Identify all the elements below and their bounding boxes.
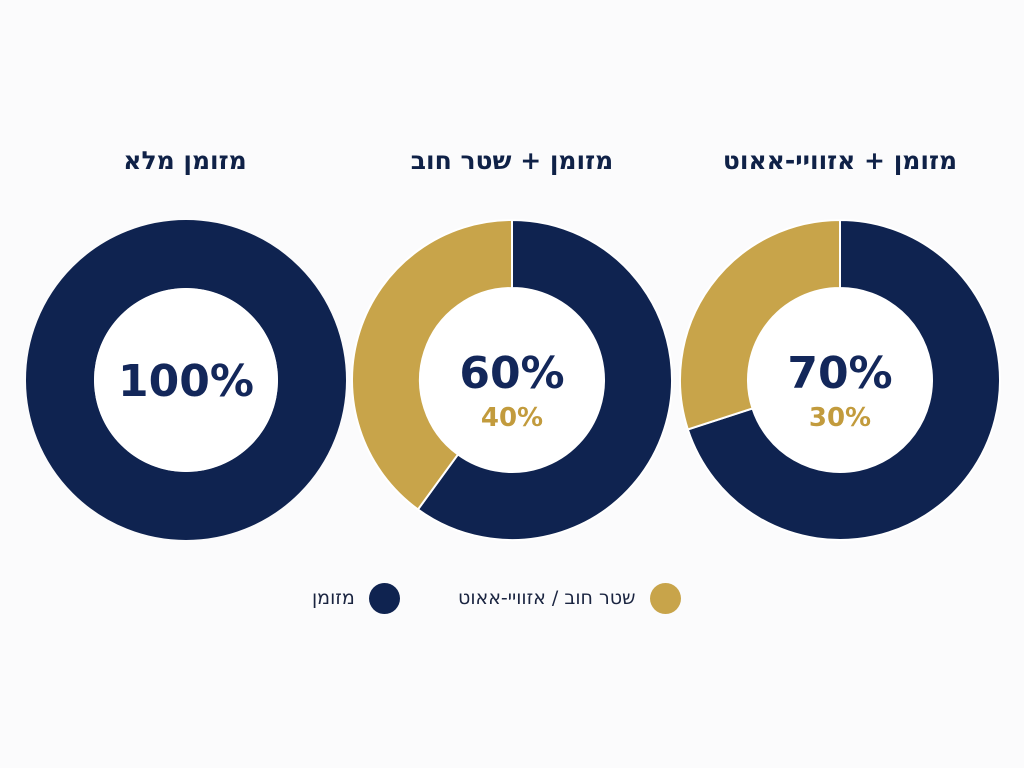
donut-chart-2: 70%30%	[679, 218, 1001, 541]
donut-center-label-0-0: 100%	[118, 356, 254, 407]
legend-label-cash: מזומן	[312, 587, 355, 609]
donut-center-label-2-1: 30%	[809, 403, 871, 433]
legend-swatch-note-earnout	[649, 582, 681, 614]
chart-title-cash-plus-earnout: מזומן + אזוויי-אאוט	[722, 146, 958, 175]
chart-title-cash-plus-note: מזומן + שטר חוב	[410, 146, 614, 175]
chart-title-full-cash: מזומן מלא	[123, 146, 247, 175]
donut-hole-2	[748, 288, 932, 472]
donut-chart-0: 100%	[26, 220, 346, 540]
donut-center-label-2-0: 70%	[787, 348, 892, 399]
legend-item-cash: מזומן	[312, 580, 400, 616]
donut-center-label-1-1: 40%	[481, 403, 543, 433]
legend-label-note-earnout: שטר חוב / אזוויי-אאוט	[458, 587, 636, 609]
donut-slice-0-0	[26, 220, 346, 540]
donut-hole-0	[94, 288, 278, 472]
legend: מזומן שטר חוב / אזוויי-אאוט	[0, 580, 1024, 616]
donut-chart-1: 60%40%	[351, 218, 673, 541]
donut-hole-1	[420, 288, 604, 472]
legend-item-note-earnout: שטר חוב / אזוויי-אאוט	[458, 580, 681, 616]
legend-swatch-cash	[368, 582, 400, 614]
donut-center-label-1-0: 60%	[459, 348, 564, 399]
